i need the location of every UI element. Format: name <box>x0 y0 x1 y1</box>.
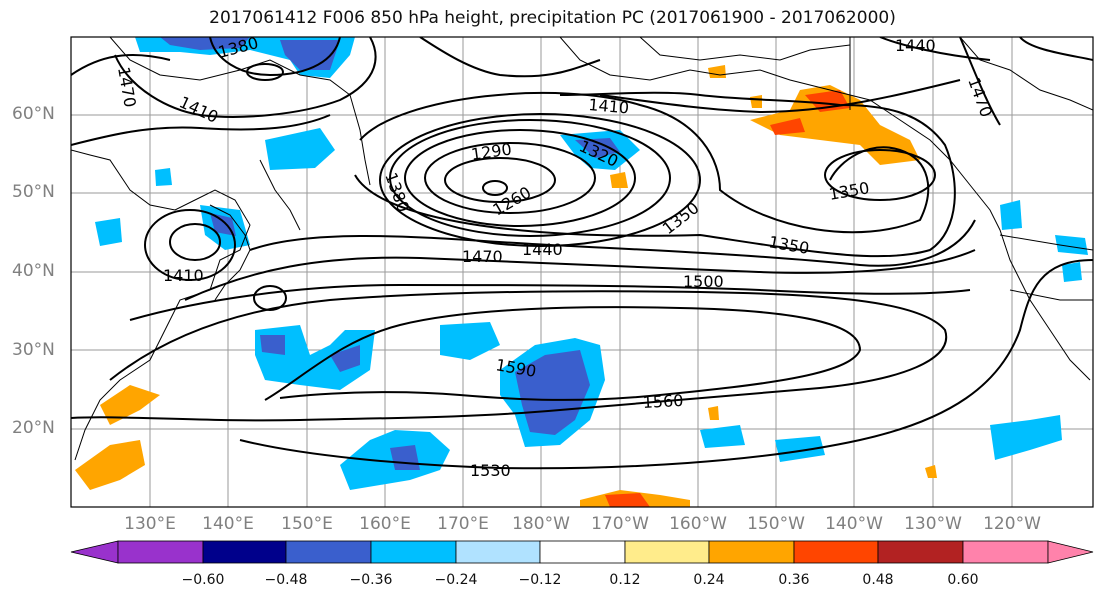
colorbar-segment <box>962 540 1049 564</box>
coastlines <box>71 37 1093 461</box>
map-title: 2017061412 F006 850 hPa height, precipit… <box>209 8 896 28</box>
colorbar-segment <box>1047 540 1094 564</box>
lon-label: 130°E <box>124 514 176 534</box>
colorbar-tick-label: 0.48 <box>862 572 894 588</box>
contour-label: 1560 <box>642 391 684 412</box>
colorbar-tick-label: 0.24 <box>693 572 725 588</box>
contour-label: 1530 <box>470 461 511 480</box>
lon-label: 120°W <box>983 514 1041 534</box>
contour-label: 1440 <box>522 240 563 259</box>
contour-label: 1470 <box>462 247 503 266</box>
colorbar-segment <box>793 540 879 564</box>
colorbar-segment <box>539 540 626 564</box>
colorbar-segment <box>202 540 287 564</box>
map-frame <box>70 36 1094 508</box>
colorbar-segment <box>624 540 710 564</box>
colorbar-segment <box>117 540 204 564</box>
colorbar-segment <box>70 540 119 564</box>
colorbar-segment <box>370 540 457 564</box>
contour-label: 1440 <box>895 36 936 55</box>
contour-label: 1410 <box>163 266 204 285</box>
colorbar <box>70 540 1094 564</box>
lat-label: 40°N <box>12 261 55 281</box>
lat-label: 60°N <box>12 104 55 124</box>
lon-label: 150°E <box>281 514 333 534</box>
lon-label: 170°E <box>437 514 489 534</box>
contour-label: 1500 <box>683 272 724 291</box>
colorbar-tick-label: 0.60 <box>947 572 979 588</box>
lat-label: 50°N <box>12 182 55 202</box>
lon-label: 130°W <box>904 514 962 534</box>
lon-label: 140°E <box>202 514 254 534</box>
colorbar-segment <box>708 540 795 564</box>
colorbar-tick-label: −0.24 <box>434 572 478 588</box>
lon-label: 180°W <box>512 514 570 534</box>
lon-label: 170°W <box>591 514 649 534</box>
colorbar-segment <box>877 540 964 564</box>
precip-shading <box>75 37 1088 507</box>
colorbar-tick-label: 0.12 <box>609 572 641 588</box>
colorbar-tick-label: −0.48 <box>264 572 308 588</box>
lat-label: 30°N <box>12 340 55 360</box>
colorbar-segment <box>285 540 372 564</box>
colorbar-segment <box>455 540 541 564</box>
contour-label: 1410 <box>588 95 630 117</box>
lat-label: 20°N <box>12 418 55 438</box>
graticule <box>71 37 1093 507</box>
colorbar-tick-label: −0.12 <box>518 572 562 588</box>
lon-label: 160°W <box>669 514 727 534</box>
colorbar-tick-label: −0.36 <box>349 572 393 588</box>
height-contours <box>71 37 1093 470</box>
lon-label: 160°E <box>359 514 411 534</box>
lon-label: 140°W <box>825 514 883 534</box>
colorbar-tick-label: −0.60 <box>181 572 225 588</box>
lon-label: 150°W <box>747 514 805 534</box>
colorbar-tick-label: 0.36 <box>778 572 810 588</box>
